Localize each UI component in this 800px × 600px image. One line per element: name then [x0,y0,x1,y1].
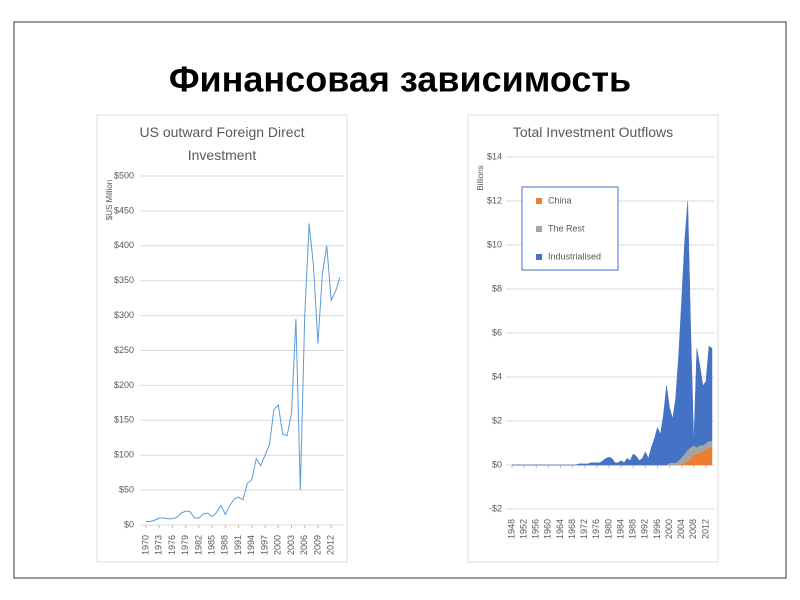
y-tick-label: $12 [487,195,502,205]
y-tick-label: $6 [492,327,502,337]
x-tick-label: 1972 [579,519,589,539]
legend-swatch [536,254,542,260]
y-axis-label: Billions [476,165,485,190]
x-tick-label: 1960 [543,519,553,539]
x-tick-label: 1992 [640,519,650,539]
x-tick-label: 1979 [180,535,190,555]
slide-title: Финансовая зависимость [169,59,631,100]
y-tick-label: $0 [124,519,134,529]
x-tick-label: 2006 [299,535,309,555]
y-tick-label: $50 [119,484,134,494]
x-tick-label: 1970 [140,535,150,555]
chart-title: US outward Foreign Direct Investment [139,124,305,163]
x-tick-label: 1996 [652,519,662,539]
y-tick-label: $450 [114,205,134,215]
x-tick-label: 1984 [615,519,625,539]
x-tick-label: 2012 [700,519,710,539]
y-tick-label: $150 [114,415,134,425]
chart-panel [96,114,348,563]
x-tick-label: 1997 [259,535,269,555]
y-tick-label: $500 [114,170,134,180]
legend-label: The Rest [548,223,585,233]
x-tick-label: 1952 [518,519,528,539]
y-tick-label: $100 [114,450,134,460]
x-tick-label: 1988 [220,535,230,555]
x-tick-label: 1991 [233,535,243,555]
legend-label: Industrialised [548,251,601,261]
x-tick-label: 1973 [154,535,164,555]
x-tick-label: 2003 [286,535,296,555]
area-series [512,200,713,466]
legend-label: China [548,195,572,205]
x-tick-label: 1956 [531,519,541,539]
x-tick-label: 1982 [193,535,203,555]
x-tick-label: 1976 [167,535,177,555]
y-tick-label: $250 [114,345,134,355]
x-tick-label: 2000 [664,519,674,539]
x-tick-label: 2004 [676,519,686,539]
x-tick-label: 2009 [312,535,322,555]
x-tick-label: 1976 [591,519,601,539]
y-tick-label: $350 [114,275,134,285]
x-tick-label: 1988 [628,519,638,539]
data-line [146,223,341,523]
x-tick-label: 1980 [603,519,613,539]
x-tick-label: 1968 [567,519,577,539]
x-tick-label: 1994 [246,535,256,555]
y-tick-label: $300 [114,310,134,320]
y-tick-label: $0 [492,459,502,469]
slide-border [13,21,787,579]
x-tick-label: 1948 [506,519,516,539]
y-tick-label: $8 [492,283,502,293]
y-tick-label: $4 [492,371,502,381]
x-tick-label: 2008 [688,519,698,539]
y-tick-label: $14 [487,151,502,161]
y-tick-label: $400 [114,240,134,250]
y-tick-label: -$2 [489,503,502,513]
y-axis-label: $US Million [105,180,114,220]
x-tick-label: 2012 [326,535,336,555]
x-tick-label: 1985 [207,535,217,555]
x-tick-label: 1964 [555,519,565,539]
y-tick-label: $2 [492,415,502,425]
x-tick-label: 2000 [273,535,283,555]
y-tick-label: $10 [487,239,502,249]
y-tick-label: $200 [114,380,134,390]
chart-title: Total Investment Outflows [512,124,674,140]
legend-swatch [536,198,542,204]
legend-swatch [536,226,542,232]
